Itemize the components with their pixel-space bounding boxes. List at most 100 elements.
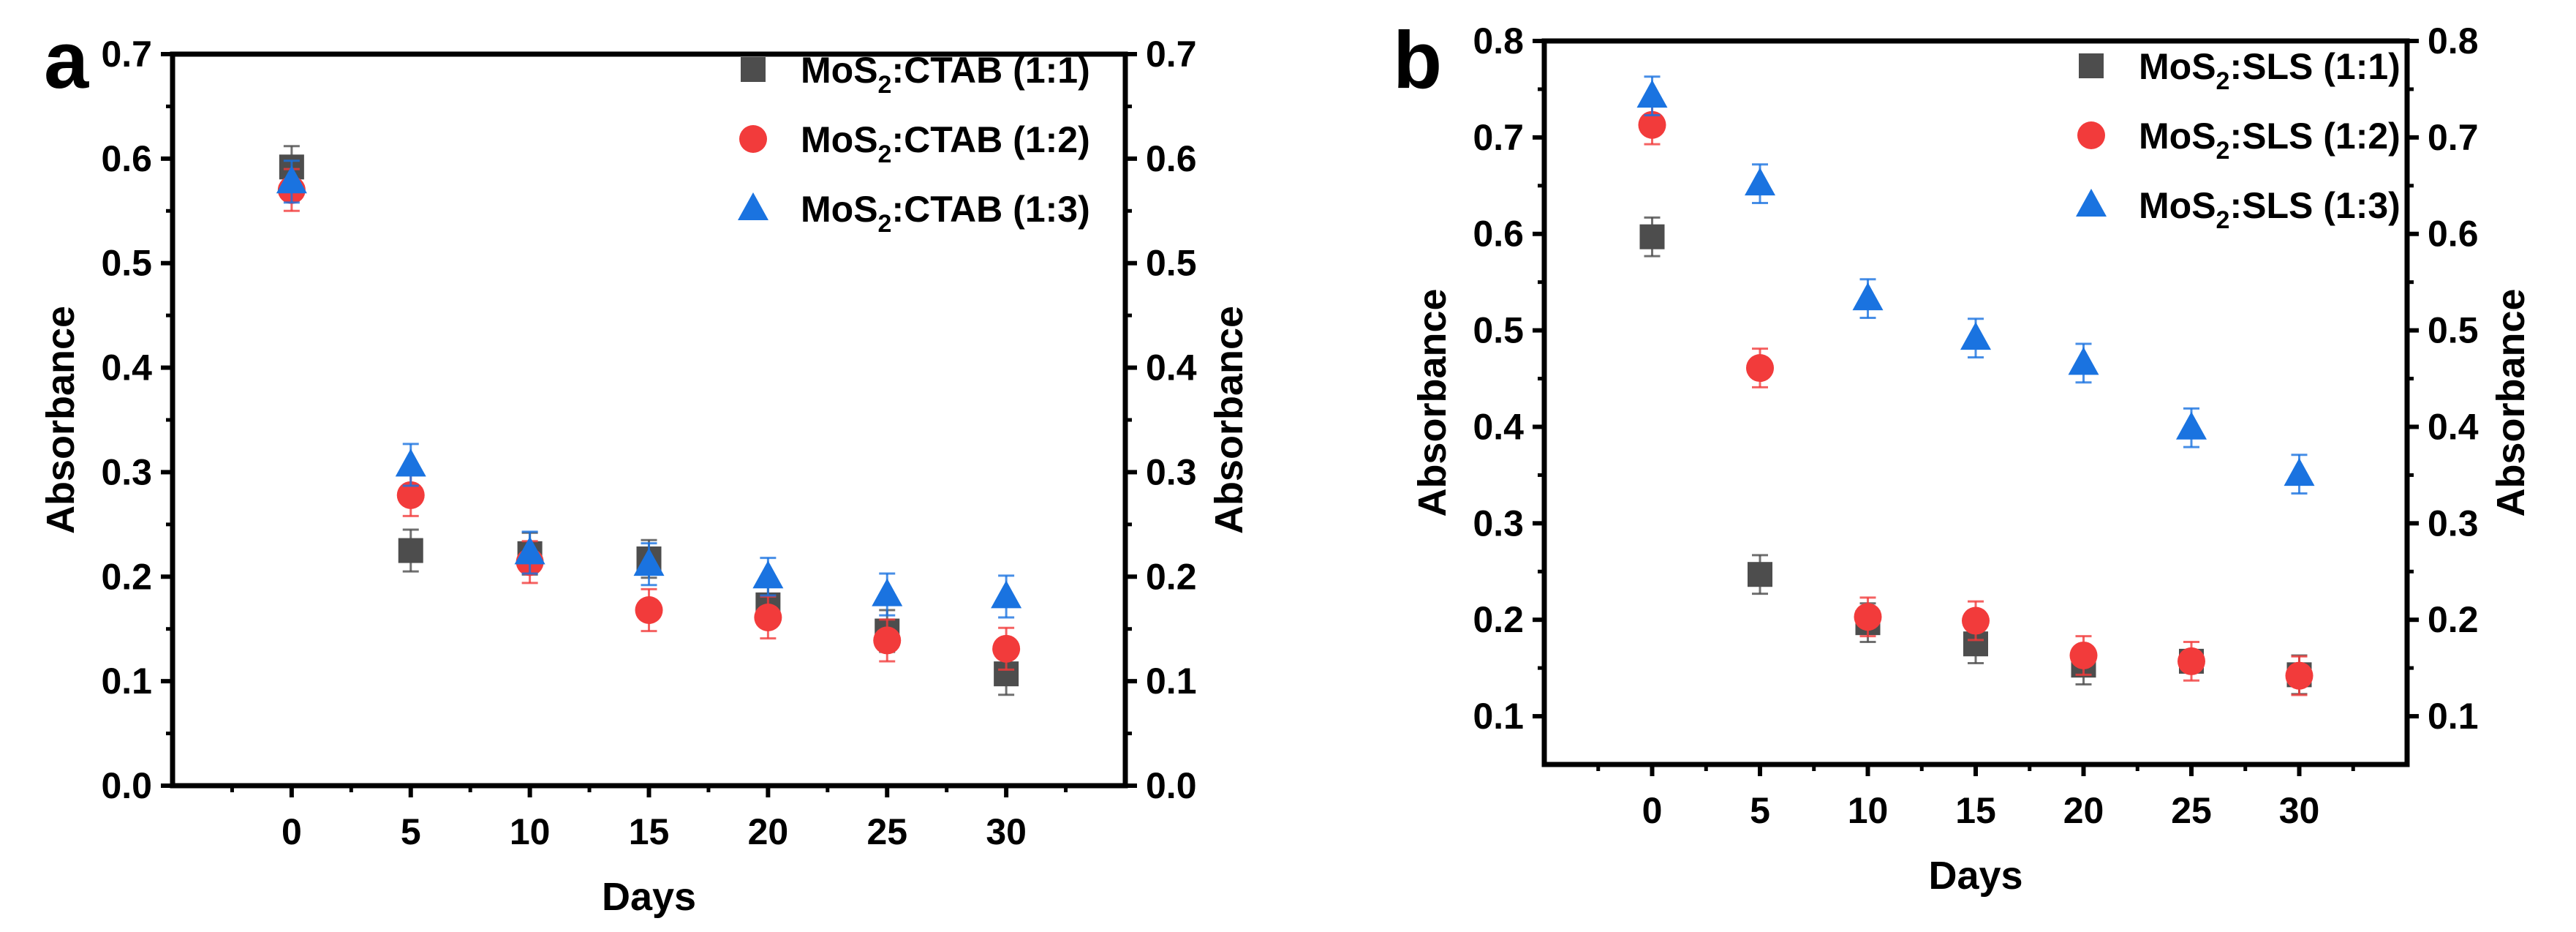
x-tick-label: 5 (401, 811, 421, 852)
y-axis-label-left: Absorbance (39, 306, 83, 534)
legend-marker (739, 125, 767, 153)
y-tick-label-right: 0.2 (1146, 556, 1197, 597)
legend-label-rest: :SLS (1:2) (2229, 116, 2400, 157)
legend-label: MoS2:CTAB (1:3) (801, 189, 1090, 238)
legend-label-sub: 2 (878, 71, 892, 99)
legend-label: MoS2:SLS (1:3) (2139, 185, 2401, 234)
y-tick-label-right: 0.7 (2428, 117, 2479, 158)
legend-marker (741, 57, 766, 82)
x-axis-label: Days (602, 875, 696, 919)
legend-label-sub: 2 (2216, 67, 2230, 95)
legend-label-main: MoS (801, 50, 878, 91)
legend-label-rest: :SLS (1:3) (2229, 185, 2400, 226)
y-axis-label-right: Absorbance (1207, 306, 1251, 534)
y-tick-label-left: 0.3 (101, 451, 152, 492)
y-tick-label-left: 0.5 (1473, 310, 1524, 351)
data-point (1748, 562, 1772, 587)
series-triangle (276, 159, 1022, 619)
x-tick-label: 25 (866, 811, 907, 852)
legend-marker (2077, 121, 2105, 149)
legend-label-main: MoS (2139, 116, 2216, 157)
y-tick-label-left: 0.3 (1473, 503, 1524, 544)
data-point (1639, 224, 1665, 249)
y-tick-label-right: 0.7 (1146, 34, 1197, 75)
data-point (754, 604, 782, 631)
data-point (2177, 647, 2205, 675)
y-tick-label-left: 0.8 (1473, 20, 1524, 61)
y-tick-label-left: 0.7 (101, 34, 152, 75)
x-tick-label: 0 (1642, 790, 1663, 831)
y-tick-label-right: 0.4 (1146, 347, 1197, 388)
data-point (752, 560, 784, 589)
y-tick-label-right: 0.6 (1146, 138, 1197, 179)
x-tick-label: 5 (1750, 790, 1770, 831)
data-point (1746, 354, 1774, 383)
legend-label: MoS2:CTAB (1:2) (801, 119, 1090, 168)
x-tick-label: 10 (510, 811, 551, 852)
y-tick-label-left: 0.5 (101, 243, 152, 284)
y-tick-label-right: 0.0 (1146, 765, 1197, 806)
panel-label: a (44, 15, 89, 105)
legend-label-rest: :SLS (1:1) (2229, 46, 2400, 87)
series-circle (277, 168, 1021, 671)
y-tick-label-left: 0.4 (1473, 406, 1524, 447)
legend-label: MoS2:SLS (1:1) (2139, 46, 2401, 95)
y-tick-label-left: 0.1 (101, 661, 152, 702)
data-point (398, 538, 423, 563)
y-tick-label-right: 0.1 (1146, 661, 1197, 702)
y-tick-label-left: 0.6 (101, 138, 152, 179)
x-tick-label: 25 (2171, 790, 2212, 831)
data-point (2068, 347, 2099, 375)
legend-label-main: MoS (2139, 46, 2216, 87)
y-tick-label-right: 0.4 (2428, 406, 2479, 447)
data-point (991, 580, 1022, 609)
y-tick-label-right: 0.5 (2428, 310, 2479, 351)
x-tick-label: 30 (986, 811, 1027, 852)
y-tick-label-right: 0.1 (2428, 696, 2479, 737)
data-point (873, 626, 902, 655)
legend-marker (2079, 53, 2104, 78)
x-axis-label: Days (1928, 854, 2022, 898)
legend-marker (2076, 189, 2107, 217)
data-point (396, 481, 425, 509)
data-point (1852, 282, 1884, 311)
legend-label: MoS2:CTAB (1:1) (801, 50, 1090, 99)
series-circle (1638, 104, 2314, 696)
data-point (1638, 110, 1666, 139)
legend-label-rest: :CTAB (1:3) (891, 189, 1089, 230)
chart-panel-b: b 0.1 0.1 0.2 0.2 0.3 0.3 0.4 0.4 0.5 0.5 0.6 0.6 0.7… (1393, 15, 2533, 898)
x-tick-label: 30 (2279, 790, 2320, 831)
legend-marker (738, 192, 768, 220)
legend-label-sub: 2 (878, 140, 892, 168)
legend-label-sub: 2 (2216, 206, 2230, 234)
data-point (2176, 411, 2207, 440)
plot-frame (170, 51, 1128, 789)
data-point (1745, 168, 1775, 196)
x-tick-label: 20 (2063, 790, 2104, 831)
legend-label-main: MoS (2139, 185, 2216, 226)
y-tick-label-left: 0.1 (1473, 696, 1524, 737)
x-tick-label: 0 (282, 811, 302, 852)
panel-label: b (1393, 15, 1442, 105)
series-triangle (1636, 75, 2315, 495)
y-axis-label-left: Absorbance (1410, 288, 1454, 516)
data-point (635, 596, 663, 624)
y-tick-label-left: 0.2 (1473, 599, 1524, 640)
data-point (1962, 606, 1990, 635)
y-tick-label-left: 0.7 (1473, 117, 1524, 158)
legend-label-sub: 2 (2216, 137, 2230, 165)
data-point (1854, 603, 1882, 631)
legend-label-sub: 2 (878, 210, 892, 238)
data-point (633, 548, 665, 576)
x-tick-label: 15 (1955, 790, 1996, 831)
data-point (395, 448, 426, 477)
chart-panel-a: a 0.0 0.0 0.1 0.1 0.2 0.2 0.3 0.3 0.4 0.4 0.5 0.5 0.6… (39, 15, 1251, 919)
y-tick-label-right: 0.2 (2428, 599, 2479, 640)
y-tick-label-right: 0.5 (1146, 243, 1197, 284)
x-tick-label: 10 (1848, 790, 1889, 831)
y-tick-label-right: 0.8 (2428, 20, 2479, 61)
y-tick-label-left: 0.0 (101, 765, 152, 806)
legend-label-main: MoS (801, 119, 878, 160)
y-tick-label-right: 0.3 (2428, 503, 2479, 544)
